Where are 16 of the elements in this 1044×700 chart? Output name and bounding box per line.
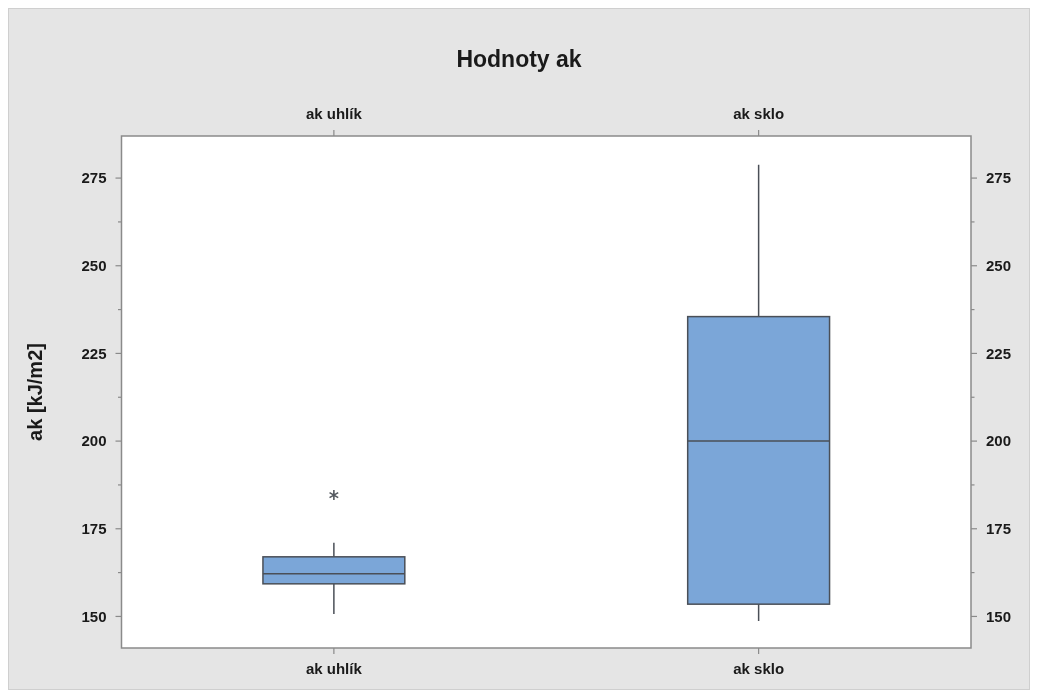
category-label: ak sklo <box>733 105 785 123</box>
y-tick-label: 275 <box>81 169 107 187</box>
y-tick-label: 150 <box>81 607 107 625</box>
y2-tick-label: 250 <box>986 257 1012 274</box>
y2-tick-label: 275 <box>986 169 1012 187</box>
category-label: ak uhlík <box>305 105 362 123</box>
y2-tick-label: 175 <box>986 520 1012 538</box>
y2-tick-label: 200 <box>986 432 1012 450</box>
y-tick-label: 175 <box>81 520 107 538</box>
y-tick-label: 200 <box>81 432 107 450</box>
y-tick-label: 250 <box>81 257 107 274</box>
y2-tick-label: 150 <box>986 607 1012 625</box>
y-axis-title: ak [kJ/m2] <box>24 343 46 441</box>
chart-title: Hodnoty ak <box>456 46 582 73</box>
y2-tick-label: 225 <box>986 344 1012 362</box>
y-tick-label: 225 <box>81 344 107 362</box>
